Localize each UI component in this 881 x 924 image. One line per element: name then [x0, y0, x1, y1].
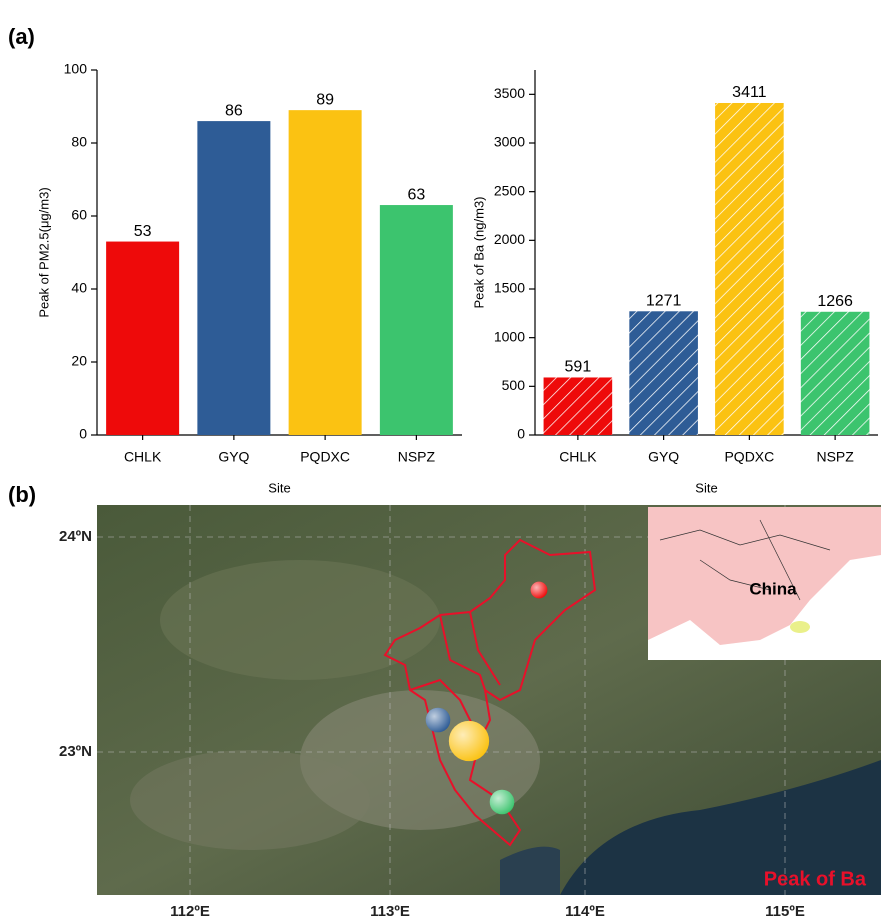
x-axis-label: Site	[695, 480, 717, 495]
bubble-shine	[449, 721, 489, 761]
bar	[197, 121, 270, 435]
bar	[629, 311, 698, 435]
bubble-shine	[531, 582, 548, 599]
y-tick-label: 1000	[494, 328, 525, 344]
study-area	[790, 621, 810, 633]
y-tick-label: 20	[71, 353, 87, 369]
x-tick-label: GYQ	[218, 449, 249, 465]
value-label: 53	[134, 223, 152, 240]
y-tick-label: 500	[502, 377, 526, 393]
lat-label: 24ºN	[59, 528, 92, 545]
panel-label: (b)	[8, 482, 36, 507]
y-tick-label: 3000	[494, 134, 525, 150]
value-label: 3411	[732, 84, 767, 101]
bubble-shine	[426, 708, 451, 733]
y-tick-label: 100	[64, 61, 88, 77]
x-tick-label: NSPZ	[398, 449, 436, 465]
y-tick-label: 0	[79, 426, 87, 442]
bar	[715, 103, 784, 435]
bar	[544, 377, 613, 435]
map-legend-title: Peak of Ba	[764, 868, 867, 890]
y-axis-label: Peak of Ba (ng/m3)	[471, 197, 486, 309]
x-tick-label: CHLK	[559, 449, 597, 465]
value-label: 89	[316, 91, 334, 108]
panel-label: (a)	[8, 24, 35, 49]
inset-label: China	[749, 579, 797, 598]
y-tick-label: 2500	[494, 182, 525, 198]
bar	[801, 312, 870, 435]
bar	[289, 110, 362, 435]
lon-label: 112ºE	[170, 903, 210, 920]
x-tick-label: PQDXC	[300, 449, 350, 465]
y-axis-label: Peak of PM2.5(μg/m3)	[36, 187, 51, 317]
value-label: 1266	[817, 293, 853, 310]
y-tick-label: 80	[71, 134, 87, 150]
figure: (a) China Peak of Ba (b) 24ºN 23ºN 112ºE…	[0, 0, 881, 924]
terrain	[130, 750, 370, 850]
x-tick-label: CHLK	[124, 449, 162, 465]
bar	[106, 242, 179, 435]
x-tick-label: GYQ	[648, 449, 679, 465]
bubble-shine	[490, 790, 515, 815]
x-tick-label: PQDXC	[724, 449, 774, 465]
lon-label: 114ºE	[565, 903, 605, 920]
value-label: 1271	[646, 293, 682, 310]
value-label: 86	[225, 102, 243, 119]
value-label: 63	[407, 186, 425, 203]
y-tick-label: 2000	[494, 231, 525, 247]
y-tick-label: 1500	[494, 280, 525, 296]
x-axis-label: Site	[268, 480, 290, 495]
lat-label: 23ºN	[59, 743, 92, 760]
y-tick-label: 0	[517, 426, 525, 442]
value-label: 591	[565, 359, 592, 376]
y-tick-label: 60	[71, 207, 87, 223]
map: China Peak of Ba	[97, 505, 881, 895]
lon-label: 113ºE	[370, 903, 410, 920]
x-tick-label: NSPZ	[816, 449, 854, 465]
bar	[380, 205, 453, 435]
y-tick-label: 3500	[494, 85, 525, 101]
lon-label: 115ºE	[765, 903, 805, 920]
y-tick-label: 40	[71, 280, 87, 296]
